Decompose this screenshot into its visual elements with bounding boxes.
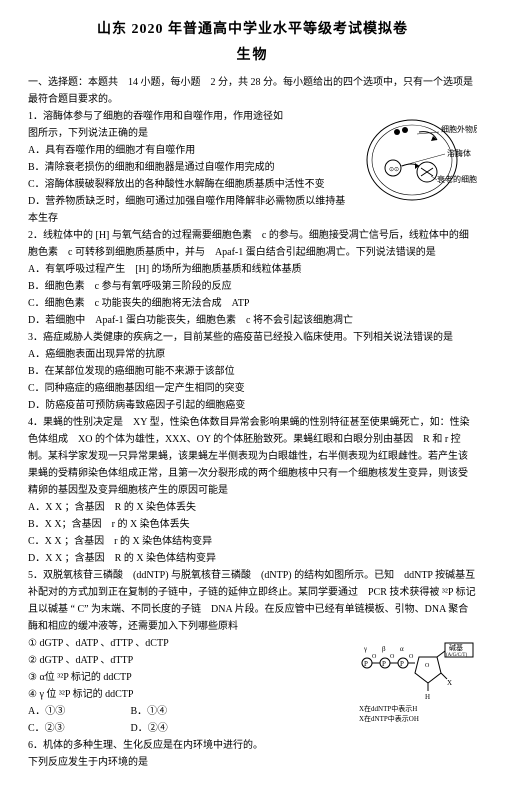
exam-subject: 生物 [28,44,477,68]
svg-text:X在dNTP中表示OH: X在dNTP中表示OH [359,714,419,723]
svg-text:(A/G/C/T): (A/G/C/T) [446,653,467,658]
q4-opt-d: D．X X ；含基因 R 的 X 染色体结构变异 [28,550,477,567]
svg-text:P: P [400,660,404,668]
svg-text:O: O [425,663,430,669]
q4-opt-c: C．X X ；含基因 r 的 X 染色体结构变异 [28,533,477,550]
section1-instr: 一、选择题：本题共 14 小题，每小题 2 分，共 28 分。每小题给出的四个选… [28,74,477,108]
svg-text:X: X [447,679,452,687]
q5-opt-b: B．①④ [131,703,168,720]
svg-text:X在ddNTP中表示H: X在ddNTP中表示H [359,704,417,713]
q3-opt-c: C．同种癌症的癌细胞基因组一定产生相同的突变 [28,380,477,397]
svg-text:衰老的细胞器: 衰老的细胞器 [437,174,477,184]
q5-opt-c: C．②③ [28,720,128,737]
exam-title: 山东 2020 年普通高中学业水平等级考试模拟卷 [28,18,477,42]
svg-text:P: P [382,660,386,668]
svg-text:γ: γ [363,645,367,653]
svg-text:P: P [364,660,368,668]
q5-stem: 5．双脱氧核苷三磷酸 (ddNTP) 与脱氧核苷三磷酸 (dNTP) 的结构如图… [28,567,477,635]
q3-stem: 3．癌症威胁人类健康的疾病之一，目前某些的癌疫苗已经投入临床使用。下列相关说法错… [28,329,477,346]
q1-figure: ⊙⊙ 细胞外物质 溶酶体 衰老的细胞器 [357,110,477,210]
q4-opt-b: B．X X；含基因 r 的 X 染色体丢失 [28,516,477,533]
svg-text:H: H [425,693,430,701]
q2-stem: 2．线粒体中的 [H] 与氧气结合的过程需要细胞色素 c 的参与。细胞接受凋亡信… [28,227,477,261]
q5-opt-a: A．①③ [28,703,128,720]
q2-opt-a: A．有氧呼吸过程产生 [H] 的场所为细胞质基质和线粒体基质 [28,261,477,278]
q3-opt-d: D．防癌疫苗可预防病毒致癌因子引起的细胞癌变 [28,397,477,414]
q2-opt-b: B．细胞色素 c 参与有氧呼吸第三阶段的反应 [28,278,477,295]
q3-opt-b: B．在某部位发现的癌细胞可能不来源于该部位 [28,363,477,380]
q6-sub: 下列反应发生于内环境的是 [28,754,477,771]
q5-opt-d: D．②④ [131,720,168,737]
q4-stem: 4．果蝇的性别决定是 XY 型，性染色体数目异常会影响果蝇的性别特征甚至使果蝇死… [28,414,477,499]
q6-stem: 6．机体的多种生理、生化反应是在内环境中进行的。 [28,737,477,754]
svg-text:α: α [400,645,404,653]
q2-opt-d: D．若细胞中 Apaf-1 蛋白功能丧失，细胞色素 c 将不会引起该细胞凋亡 [28,312,477,329]
q5-figure: P P P O O γ β α O O H X 碱基 (A/G/C/T) X在ddNT… [357,637,477,727]
svg-text:O: O [390,654,395,660]
q3-opt-a: A．癌细胞表面出现异常的抗原 [28,346,477,363]
svg-text:O: O [409,654,414,660]
q2-opt-c: C．细胞色素 c 功能丧失的细胞将无法合成 ATP [28,295,477,312]
svg-text:O: O [372,654,377,660]
svg-text:⊙⊙: ⊙⊙ [389,167,399,173]
q4-opt-a: A．X X ；含基因 R 的 X 染色体丢失 [28,499,477,516]
svg-text:β: β [382,645,386,653]
svg-text:溶酶体: 溶酶体 [447,148,471,158]
svg-text:碱基: 碱基 [449,643,463,652]
svg-text:细胞外物质: 细胞外物质 [441,124,477,134]
